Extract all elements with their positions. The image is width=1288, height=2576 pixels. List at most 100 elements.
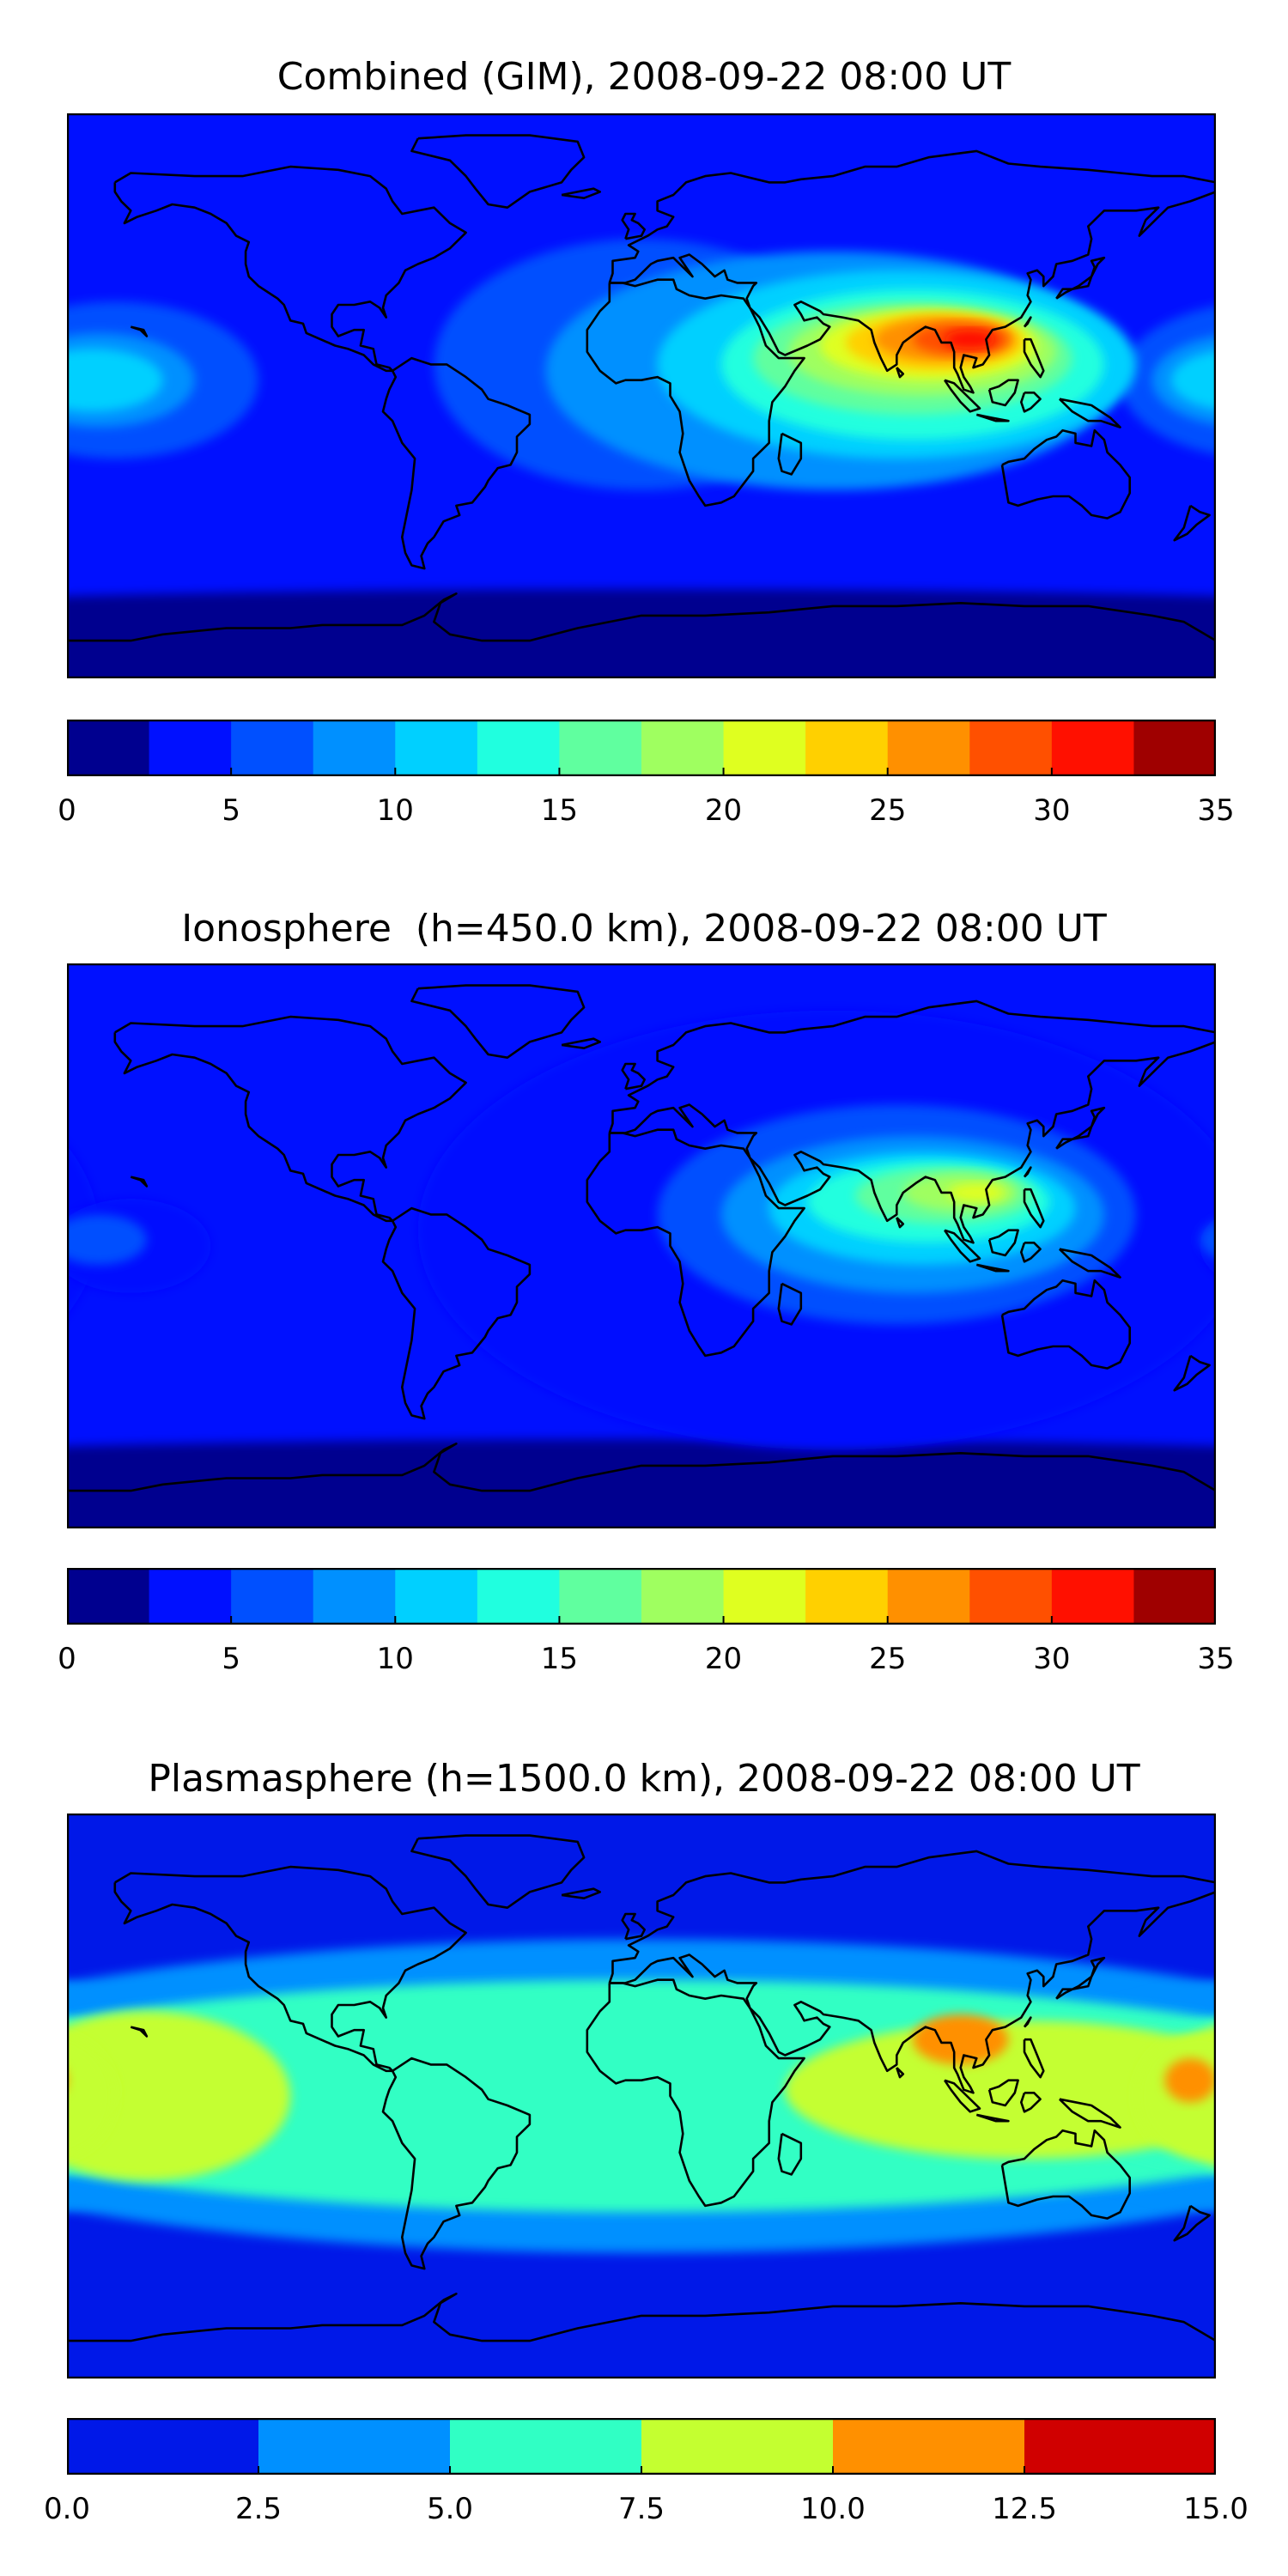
colorbar-segment bbox=[477, 1568, 560, 1625]
colorbar-tick-label: 0.0 bbox=[43, 2492, 91, 2526]
colorbar-tick-label: 5.0 bbox=[426, 2492, 474, 2526]
coastline bbox=[1058, 398, 1121, 428]
colorbar-segment bbox=[395, 1568, 478, 1625]
colorbar-tick-label: 5 bbox=[222, 1642, 240, 1676]
colorbar-segment bbox=[67, 1568, 150, 1625]
contour-region bbox=[945, 330, 996, 349]
coastline bbox=[896, 367, 905, 379]
coastline bbox=[586, 1978, 805, 2208]
coastline bbox=[1023, 1166, 1032, 1178]
map-frame bbox=[67, 1814, 1216, 2379]
colorbar-segment bbox=[1133, 720, 1216, 776]
coastline bbox=[381, 356, 532, 570]
coastline bbox=[381, 2057, 532, 2270]
coastline bbox=[777, 1282, 803, 1326]
coastline bbox=[896, 1217, 905, 1229]
panel-1-colorbar bbox=[67, 720, 1216, 776]
colorbar-segment bbox=[258, 2418, 451, 2475]
coastline bbox=[130, 325, 149, 337]
coastline bbox=[130, 2026, 149, 2038]
colorbar-tick-label: 10 bbox=[376, 1642, 414, 1676]
contour-region bbox=[67, 2011, 291, 2181]
coastline bbox=[1023, 1188, 1045, 1229]
colorbar-segment bbox=[395, 720, 478, 776]
coastline bbox=[67, 1443, 1216, 1492]
colorbar-segment bbox=[1051, 720, 1134, 776]
colorbar-segment bbox=[969, 720, 1053, 776]
coastline bbox=[1000, 428, 1131, 519]
coastline bbox=[1023, 2016, 1032, 2028]
coastline bbox=[1023, 337, 1045, 379]
colorbar-frame bbox=[67, 720, 1216, 776]
coastline bbox=[1020, 2092, 1042, 2113]
panel-1-map bbox=[67, 113, 1216, 678]
colorbar-segment bbox=[641, 720, 725, 776]
panel-3-colorbar-ticks: 0.0 2.5 5.0 7.5 10.0 12.5 15.0 bbox=[0, 2492, 1288, 2526]
coastline bbox=[621, 212, 646, 240]
colorbar-segment bbox=[450, 2418, 642, 2475]
colorbar-segment bbox=[1051, 1568, 1134, 1625]
colorbar-frame bbox=[67, 1568, 1216, 1625]
colorbar-segment bbox=[805, 1568, 889, 1625]
coastline bbox=[987, 1229, 1019, 1257]
coastline bbox=[1023, 2038, 1045, 2079]
colorbar-tick-label: 10 bbox=[376, 793, 414, 828]
coastline bbox=[113, 165, 467, 373]
coastline bbox=[410, 984, 586, 1059]
coastline bbox=[67, 2293, 1216, 2342]
colorbar-segment bbox=[313, 1568, 396, 1625]
coastline bbox=[1173, 2204, 1211, 2242]
colorbar-segment bbox=[1024, 2418, 1216, 2475]
coastline bbox=[944, 1229, 981, 1263]
colorbar-tick-label: 30 bbox=[1033, 793, 1071, 828]
contour-region bbox=[67, 589, 1216, 678]
colorbar-tick-label: 10.0 bbox=[800, 2492, 866, 2526]
colorbar-segment bbox=[887, 720, 970, 776]
colorbar-tick-label: 0 bbox=[58, 1642, 76, 1676]
coastline bbox=[1020, 1242, 1042, 1263]
coastline bbox=[987, 379, 1019, 407]
colorbar-tick-label: 35 bbox=[1197, 793, 1235, 828]
colorbar-segment bbox=[969, 1568, 1053, 1625]
coastline bbox=[1173, 1354, 1211, 1392]
coastline bbox=[975, 413, 1010, 422]
colorbar-tick-label: 12.5 bbox=[992, 2492, 1057, 2526]
colorbar-tick-label: 25 bbox=[869, 793, 907, 828]
colorbar-segment bbox=[723, 1568, 806, 1625]
coastline bbox=[410, 1834, 586, 1909]
colorbar-segment bbox=[641, 1568, 725, 1625]
colorbar-segment bbox=[67, 720, 150, 776]
panel-3-colorbar bbox=[67, 2418, 1216, 2475]
colorbar-segment bbox=[723, 720, 806, 776]
coastline bbox=[586, 278, 805, 507]
coastline bbox=[1058, 1248, 1121, 1279]
colorbar-tick-label: 15 bbox=[540, 793, 579, 828]
coastline bbox=[561, 187, 601, 199]
coastline bbox=[987, 2079, 1019, 2107]
coastline bbox=[621, 1912, 646, 1941]
map-frame bbox=[67, 113, 1216, 678]
panel-2-map bbox=[67, 963, 1216, 1528]
map-frame bbox=[67, 963, 1216, 1528]
contour-region bbox=[947, 1182, 1005, 1202]
coastline bbox=[1058, 2098, 1121, 2129]
contour-region bbox=[912, 2014, 1009, 2065]
panel-1-title: Combined (GIM), 2008-09-22 08:00 UT bbox=[276, 55, 1012, 99]
coastline bbox=[975, 1263, 1010, 1273]
coastline bbox=[410, 134, 586, 209]
contour-region bbox=[67, 349, 163, 412]
colorbar-tick-label: 0 bbox=[58, 793, 76, 828]
panel-3-title: Plasmasphere (h=1500.0 km), 2008-09-22 0… bbox=[148, 1757, 1140, 1801]
contour-region bbox=[67, 2035, 115, 2157]
contour-region bbox=[67, 1439, 1216, 1528]
coastline bbox=[777, 432, 803, 476]
coastline bbox=[381, 1206, 532, 1420]
contour-region bbox=[67, 1214, 147, 1265]
colorbar-segment bbox=[887, 1568, 970, 1625]
colorbar-tick-label: 35 bbox=[1197, 1642, 1235, 1676]
coastline bbox=[608, 1850, 1216, 2094]
colorbar-segment bbox=[805, 720, 889, 776]
colorbar-tick-label: 2.5 bbox=[234, 2492, 283, 2526]
panel-3-map bbox=[67, 1814, 1216, 2379]
coastline bbox=[1023, 316, 1032, 328]
